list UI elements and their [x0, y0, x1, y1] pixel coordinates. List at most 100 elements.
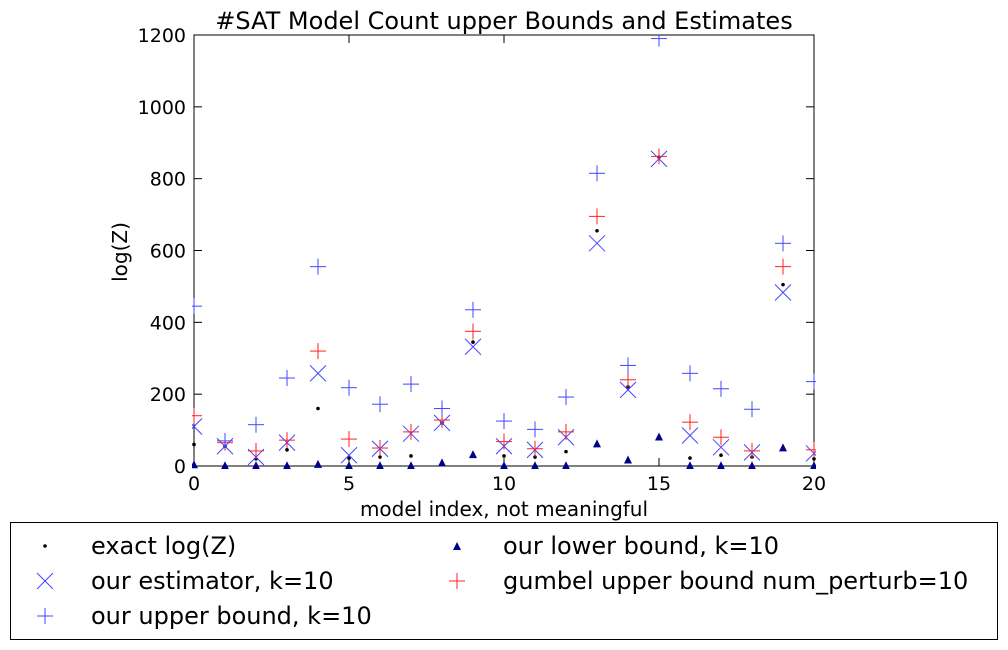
gumbel-upper-bound-num-perturb-10-point [372, 440, 388, 457]
our-upper-bound-k-10-point [775, 235, 791, 252]
our-upper-bound-k-10-point [589, 165, 605, 182]
y-tick-label: 1000 [138, 97, 186, 119]
our-upper-bound-k-10-point [527, 421, 543, 438]
our-upper-bound-k-10-point [341, 379, 357, 396]
our-lower-bound-k-10-point [407, 461, 415, 469]
our-upper-bound-k-10-point [465, 301, 481, 318]
gumbel-upper-bound-num-perturb-10-point [558, 423, 574, 440]
our-lower-bound-k-10-point [283, 461, 291, 469]
y-tick-label: 1200 [138, 25, 186, 47]
gumbel-upper-bound-num-perturb-10-point [192, 407, 202, 424]
y-axis-label: log(Z) [108, 222, 132, 282]
exact-log-z-point [564, 449, 568, 454]
exact-log-z-point [347, 456, 351, 460]
our-lower-bound-k-10-point [717, 461, 725, 469]
plot-frame [193, 34, 815, 467]
our-estimator-k-10-point [619, 381, 637, 399]
exact-log-z-point [533, 455, 537, 459]
our-upper-bound-k-10-point [310, 258, 326, 275]
exact-log-z-point [688, 456, 692, 460]
legend-marker-estimator [23, 564, 67, 598]
our-lower-bound-k-10-point [562, 461, 570, 469]
our-estimator-k-10-point [309, 364, 327, 382]
exact-log-z-point [378, 455, 382, 459]
gumbel-upper-bound-num-perturb-10-point [744, 442, 760, 459]
our-upper-bound-k-10-point [192, 298, 202, 315]
legend-label-lower: our lower bound, k=10 [503, 532, 780, 560]
our-lower-bound-k-10-point [779, 443, 787, 452]
exact-log-z-point [285, 448, 289, 452]
legend-marker-lower [435, 529, 479, 563]
our-lower-bound-k-10-point [252, 461, 260, 469]
x-tick-label: 10 [492, 473, 516, 495]
legend-item-gumbel: gumbel upper bound num_perturb=10 [435, 564, 968, 598]
legend-label-gumbel: gumbel upper bound num_perturb=10 [503, 567, 969, 595]
our-upper-bound-k-10-point [434, 400, 450, 417]
our-upper-bound-k-10-point [372, 396, 388, 413]
gumbel-upper-bound-num-perturb-10-point [465, 323, 481, 340]
our-lower-bound-k-10-point [376, 461, 384, 469]
our-lower-bound-k-10-point [500, 461, 508, 469]
our-estimator-k-10-point [340, 446, 358, 464]
our-lower-bound-k-10-point [531, 461, 539, 469]
our-lower-bound-k-10-point [624, 455, 632, 464]
exact-log-z-point [409, 454, 413, 458]
our-upper-bound-k-10-point [651, 35, 667, 47]
gumbel-upper-bound-num-perturb-10-point [620, 371, 636, 388]
gumbel-upper-bound-num-perturb-10-point [496, 433, 512, 450]
legend-marker-gumbel [435, 564, 479, 598]
exact-log-z-point [471, 340, 475, 344]
our-lower-bound-k-10-point [810, 461, 816, 469]
our-upper-bound-k-10-point [558, 389, 574, 406]
our-estimator-k-10-point [712, 438, 730, 456]
our-upper-bound-k-10-point [248, 416, 264, 433]
our-upper-bound-k-10-point [403, 376, 419, 393]
our-lower-bound-k-10-point [655, 432, 663, 441]
exact-log-z-point [812, 457, 816, 461]
our-lower-bound-k-10-point [345, 461, 353, 469]
gumbel-upper-bound-num-perturb-10-point [651, 148, 667, 165]
our-estimator-k-10-point [588, 234, 606, 252]
exact-log-z-point [595, 228, 599, 233]
legend-label-exact: exact log(Z) [91, 532, 237, 560]
our-lower-bound-k-10-point [748, 461, 756, 469]
y-tick-label: 0 [174, 456, 186, 478]
gumbel-upper-bound-num-perturb-10-point [527, 440, 543, 457]
our-lower-bound-k-10-point [469, 450, 477, 459]
our-upper-bound-k-10-point [713, 380, 729, 397]
our-lower-bound-k-10-point [438, 458, 446, 467]
our-upper-bound-k-10-point [496, 413, 512, 430]
our-lower-bound-k-10-point [192, 460, 198, 469]
legend-label-estimator: our estimator, k=10 [91, 567, 334, 595]
gumbel-upper-bound-num-perturb-10-point [806, 441, 816, 458]
our-upper-bound-k-10-point [682, 365, 698, 382]
legend-item-upper: our upper bound, k=10 [23, 599, 372, 633]
our-upper-bound-k-10-point [806, 373, 816, 390]
gumbel-upper-bound-num-perturb-10-point [589, 208, 605, 225]
legend-marker-upper [23, 599, 67, 633]
x-axis-label: model index, not meaningful [360, 497, 648, 521]
our-upper-bound-k-10-point [217, 432, 233, 449]
gumbel-upper-bound-num-perturb-10-point [682, 414, 698, 431]
exact-log-z-point [719, 453, 723, 458]
x-tick-label: 0 [188, 473, 200, 495]
gumbel-upper-bound-num-perturb-10-point [248, 442, 264, 459]
gumbel-upper-bound-num-perturb-10-point [310, 343, 326, 360]
gumbel-upper-bound-num-perturb-10-point [279, 432, 295, 449]
our-estimator-k-10-point [774, 284, 792, 301]
exact-log-z-point [781, 282, 785, 287]
x-tick-label: 20 [802, 473, 826, 495]
legend: exact log(Z) our estimator, k=10 our upp… [10, 522, 998, 640]
scatter-chart: #SAT Model Count upper Bounds and Estima… [108, 7, 826, 521]
gumbel-upper-bound-num-perturb-10-point [403, 423, 419, 440]
legend-item-exact: exact log(Z) [23, 529, 236, 563]
our-estimator-k-10-point [192, 418, 203, 435]
our-upper-bound-k-10-point [620, 357, 636, 374]
exact-log-z-point [502, 454, 506, 458]
our-estimator-k-10-point [464, 338, 482, 356]
x-tick-label: 5 [343, 473, 355, 495]
y-tick-label: 600 [150, 241, 186, 263]
y-tick-label: 800 [150, 169, 186, 191]
x-tick-label: 15 [647, 473, 671, 495]
legend-item-lower: our lower bound, k=10 [435, 529, 779, 563]
